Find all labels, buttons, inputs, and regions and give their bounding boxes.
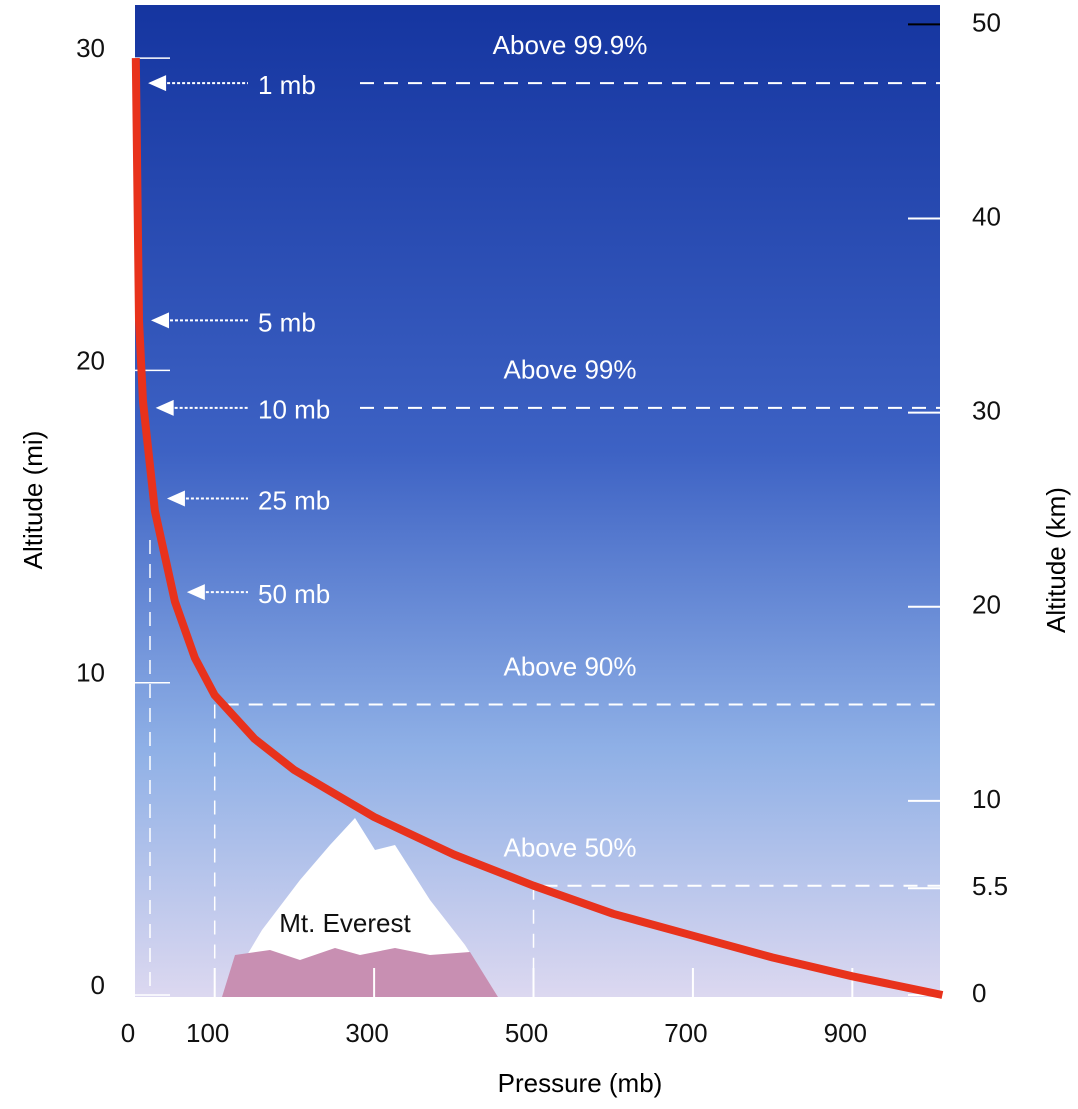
x-axis-label: Pressure (mb) xyxy=(498,1068,663,1098)
pressure-label: 5 mb xyxy=(258,307,316,337)
arrow-head xyxy=(148,75,167,92)
y2-tick-label: 30 xyxy=(972,396,1001,426)
mountain-label: Mt. Everest xyxy=(279,908,411,938)
y-tick-label: 30 xyxy=(76,33,105,63)
x-tick-label: 0 xyxy=(121,1018,135,1048)
x-tick-label: 900 xyxy=(824,1018,867,1048)
x-tick-label: 500 xyxy=(505,1018,548,1048)
x-tick-label: 300 xyxy=(345,1018,388,1048)
plot-background xyxy=(135,5,940,997)
arrow-head xyxy=(155,399,174,416)
y2-axis-label: Altitude (km) xyxy=(1041,487,1071,633)
y2-tick-label: 50 xyxy=(972,7,1001,37)
arrow-head xyxy=(166,490,185,507)
arrow-head xyxy=(150,312,169,329)
x-tick-label: 100 xyxy=(186,1018,229,1048)
pressure-label: 10 mb xyxy=(258,395,330,425)
pressure-curve xyxy=(131,58,944,999)
pressure-label: 50 mb xyxy=(258,579,330,609)
y-tick-label: 20 xyxy=(76,345,105,375)
reference-label: Above 99.9% xyxy=(493,30,648,60)
reference-label: Above 50% xyxy=(504,833,637,863)
y-tick-label: 0 xyxy=(91,970,105,1000)
y2-tick-label: 5.5 xyxy=(972,871,1008,901)
reference-label: Above 90% xyxy=(504,651,637,681)
reference-label: Above 99% xyxy=(504,355,637,385)
pressure-label: 25 mb xyxy=(258,485,330,515)
y2-tick-label: 20 xyxy=(972,590,1001,620)
x-tick-label: 700 xyxy=(664,1018,707,1048)
y2-tick-label: 0 xyxy=(972,978,986,1008)
y-axis-label: Altitude (mi) xyxy=(18,431,48,570)
arrow-head xyxy=(186,584,205,601)
y2-tick-label: 40 xyxy=(972,201,1001,231)
y2-tick-label: 10 xyxy=(972,784,1001,814)
mountain xyxy=(222,818,498,997)
y-tick-label: 10 xyxy=(76,658,105,688)
pressure-label: 1 mb xyxy=(258,70,316,100)
